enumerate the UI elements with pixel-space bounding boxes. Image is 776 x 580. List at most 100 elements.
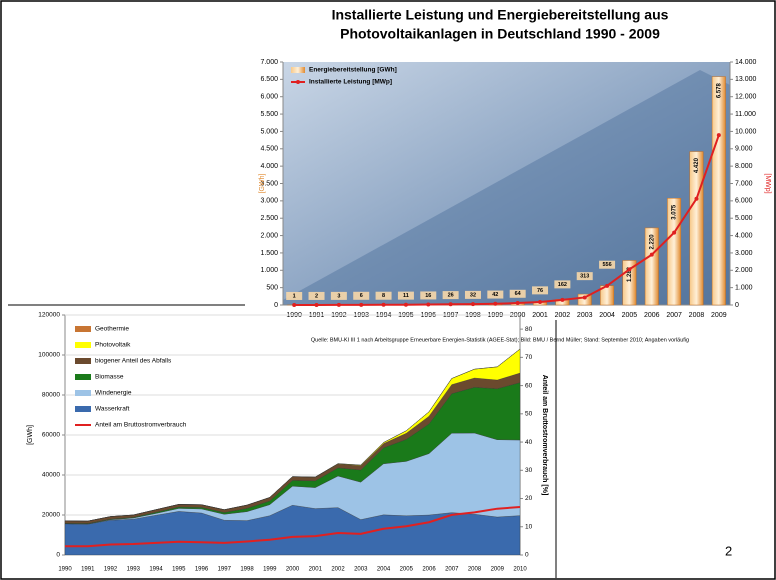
line-point bbox=[694, 196, 699, 201]
line-point bbox=[470, 302, 475, 307]
x-tick-label: 2007 bbox=[445, 567, 459, 573]
y-tick-label: 4.000 bbox=[260, 163, 278, 170]
line-point bbox=[359, 302, 364, 307]
line-point bbox=[538, 299, 543, 304]
y2-tick-label: 8.000 bbox=[735, 163, 753, 170]
bar bbox=[577, 293, 592, 306]
line-series bbox=[294, 134, 720, 306]
bar-label-box bbox=[532, 286, 549, 295]
legend-swatch bbox=[75, 342, 91, 348]
y2-tick-label: 1.000 bbox=[735, 284, 753, 291]
bar-label: 4.420 bbox=[694, 157, 700, 173]
y2-tick-label: 60 bbox=[525, 382, 533, 389]
y-tick-label: 0 bbox=[274, 302, 278, 309]
y-tick-label: 1.000 bbox=[260, 267, 278, 274]
slide-number: 2 bbox=[725, 543, 732, 558]
bar bbox=[689, 151, 704, 306]
y-tick-label: 0 bbox=[56, 552, 60, 559]
y-tick-label: 120000 bbox=[38, 312, 60, 319]
legend-label: Anteil am Bruttostromverbrauch bbox=[95, 422, 187, 429]
x-tick-label: 1996 bbox=[195, 567, 209, 573]
y-axis-label: [GWh] bbox=[259, 174, 266, 194]
x-tick-label: 2002 bbox=[331, 567, 345, 573]
bar-label: 64 bbox=[515, 291, 522, 297]
y2-tick-label: 80 bbox=[525, 326, 533, 333]
legend-swatch bbox=[296, 80, 300, 84]
legend-label: Geothermie bbox=[95, 326, 129, 333]
y-tick-label: 5.000 bbox=[260, 128, 278, 135]
legend-label: Wasserkraft bbox=[95, 406, 130, 413]
y2-tick-label: 12.000 bbox=[735, 94, 757, 101]
bar-label: 16 bbox=[425, 293, 431, 299]
line-point bbox=[716, 133, 721, 138]
bar-label-box bbox=[308, 291, 325, 300]
bar-label: 162 bbox=[558, 282, 567, 288]
legend-swatch bbox=[75, 374, 91, 380]
bar-label: 42 bbox=[492, 292, 498, 298]
legend-swatch bbox=[75, 406, 91, 412]
line-point bbox=[292, 302, 297, 307]
bar-label: 313 bbox=[580, 274, 589, 280]
y2-tick-label: 30 bbox=[525, 467, 533, 474]
line-point bbox=[649, 252, 654, 257]
line-point bbox=[515, 301, 520, 306]
y2-tick-label: 5.000 bbox=[735, 215, 753, 222]
y2-tick-label: 9.000 bbox=[735, 146, 753, 153]
line-point bbox=[493, 301, 498, 306]
bar-label: 6 bbox=[360, 293, 363, 299]
y-tick-label: 6.000 bbox=[260, 94, 278, 101]
legend-label: Installierte Leistung [MWp] bbox=[309, 79, 392, 86]
chart-title: Installierte Leistung und Energiebereits… bbox=[332, 7, 669, 23]
line-series bbox=[65, 506, 521, 548]
line-point bbox=[448, 302, 453, 307]
line-point bbox=[560, 297, 565, 302]
x-tick-label: 2010 bbox=[513, 567, 527, 573]
y2-tick-label: 3.000 bbox=[735, 250, 753, 257]
line-point bbox=[582, 295, 587, 300]
bar-label-box bbox=[554, 280, 571, 289]
x-tick-label: 1991 bbox=[81, 567, 95, 573]
x-tick-label: 2001 bbox=[309, 567, 323, 573]
y2-axis-label: [MWp] bbox=[764, 173, 771, 193]
bar-label-box bbox=[509, 289, 526, 298]
bar-label-box bbox=[397, 291, 414, 300]
bar-label: 2.220 bbox=[649, 234, 655, 250]
line-point bbox=[627, 267, 632, 272]
x-tick-label: 1993 bbox=[127, 567, 141, 573]
y-axis-label: [GWh] bbox=[27, 425, 34, 445]
y2-tick-label: 11.000 bbox=[735, 111, 756, 118]
legend-swatch bbox=[75, 326, 91, 332]
bar-label-box bbox=[576, 272, 593, 281]
x-tick-label: 1998 bbox=[240, 567, 254, 573]
y2-tick-label: 70 bbox=[525, 354, 533, 361]
line-point bbox=[336, 302, 341, 307]
x-tick-label: 2006 bbox=[422, 567, 436, 573]
x-tick-label: 2008 bbox=[468, 567, 482, 573]
bar-label-box bbox=[420, 291, 437, 300]
x-tick-label: 1999 bbox=[263, 567, 277, 573]
y-tick-label: 60000 bbox=[42, 432, 60, 439]
y-tick-label: 1.500 bbox=[260, 250, 278, 257]
bar-label-box bbox=[286, 291, 303, 300]
line-point bbox=[381, 302, 386, 307]
x-tick-label: 2006 bbox=[644, 312, 660, 319]
y2-tick-label: 4.000 bbox=[735, 232, 753, 239]
y-tick-label: 6.500 bbox=[260, 76, 278, 83]
x-tick-label: 2000 bbox=[286, 567, 300, 573]
y-tick-label: 5.500 bbox=[260, 111, 278, 118]
x-tick-label: 2009 bbox=[491, 567, 505, 573]
y-tick-label: 500 bbox=[266, 284, 278, 291]
y-tick-label: 2.000 bbox=[260, 232, 278, 239]
legend-label: Energiebereitstellung [GWh] bbox=[309, 67, 397, 74]
y2-tick-label: 40 bbox=[525, 439, 533, 446]
y2-tick-label: 20 bbox=[525, 495, 533, 502]
x-tick-label: 1994 bbox=[149, 567, 163, 573]
bar-label: 3 bbox=[337, 293, 340, 299]
bar-label: 1 bbox=[293, 293, 296, 299]
y-tick-label: 20000 bbox=[42, 512, 60, 519]
y2-tick-label: 14.000 bbox=[735, 59, 757, 66]
y2-tick-label: 13.000 bbox=[735, 76, 757, 83]
bar-label: 32 bbox=[470, 292, 476, 298]
x-tick-label: 2002 bbox=[555, 312, 571, 319]
x-tick-label: 2001 bbox=[532, 312, 548, 319]
